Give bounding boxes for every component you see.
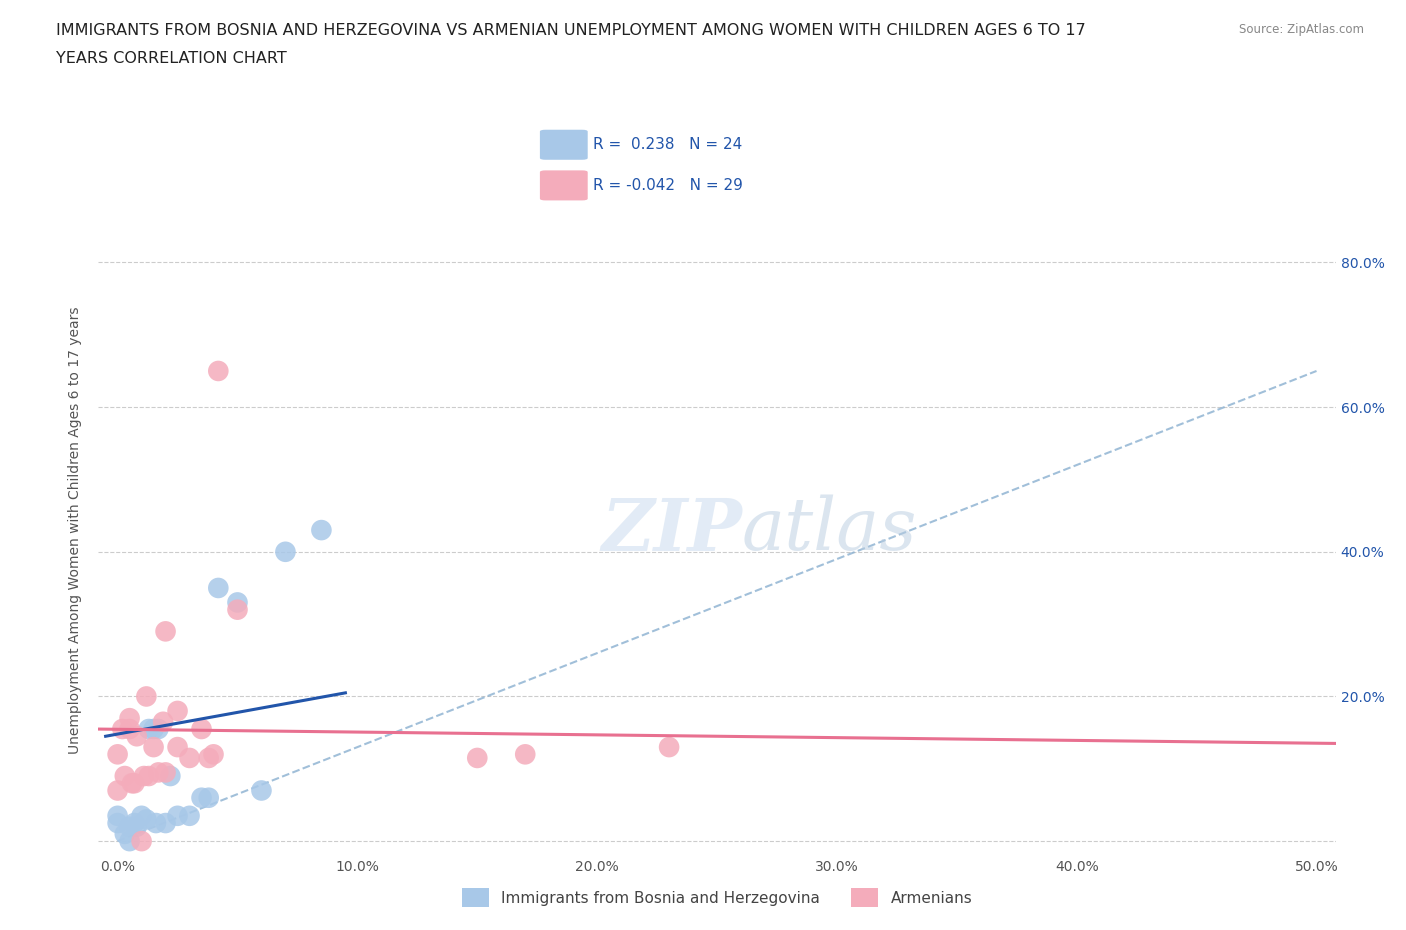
Point <box>107 747 129 762</box>
Point <box>118 833 141 848</box>
Point <box>148 722 170 737</box>
Point <box>142 722 165 737</box>
Point <box>145 816 167 830</box>
Point <box>515 747 537 762</box>
Text: YEARS CORRELATION CHART: YEARS CORRELATION CHART <box>56 51 287 66</box>
Point <box>155 624 177 639</box>
Point <box>190 790 212 805</box>
Legend: Immigrants from Bosnia and Herzegovina, Armenians: Immigrants from Bosnia and Herzegovina, … <box>456 883 979 913</box>
FancyBboxPatch shape <box>540 130 588 160</box>
Point <box>197 751 219 765</box>
Point <box>152 714 174 729</box>
Text: R =  0.238   N = 24: R = 0.238 N = 24 <box>593 138 742 153</box>
Text: Source: ZipAtlas.com: Source: ZipAtlas.com <box>1239 23 1364 36</box>
Point <box>207 580 229 595</box>
Point <box>118 819 141 834</box>
Point <box>124 776 146 790</box>
Point <box>179 751 201 765</box>
Y-axis label: Unemployment Among Women with Children Ages 6 to 17 years: Unemployment Among Women with Children A… <box>69 306 83 754</box>
Point <box>197 790 219 805</box>
Point <box>138 768 160 783</box>
Point <box>226 603 249 618</box>
Point <box>465 751 488 765</box>
Text: IMMIGRANTS FROM BOSNIA AND HERZEGOVINA VS ARMENIAN UNEMPLOYMENT AMONG WOMEN WITH: IMMIGRANTS FROM BOSNIA AND HERZEGOVINA V… <box>56 23 1085 38</box>
Point <box>166 703 188 718</box>
Point <box>190 722 212 737</box>
Point <box>159 768 181 783</box>
Point <box>142 739 165 754</box>
Text: ZIP: ZIP <box>600 495 742 565</box>
Point <box>202 747 225 762</box>
Point <box>138 722 160 737</box>
Point <box>111 722 134 737</box>
Point <box>135 812 157 827</box>
Point <box>114 768 136 783</box>
Point <box>179 808 201 823</box>
Point <box>118 722 141 737</box>
Point <box>114 827 136 842</box>
Point <box>132 768 155 783</box>
Point <box>166 739 188 754</box>
Point <box>125 819 148 834</box>
Point <box>658 739 681 754</box>
Text: atlas: atlas <box>742 495 917 565</box>
Point <box>250 783 273 798</box>
Point <box>131 833 153 848</box>
Point <box>125 729 148 744</box>
Point <box>155 816 177 830</box>
Point <box>131 808 153 823</box>
Point <box>274 544 297 559</box>
Point <box>166 808 188 823</box>
Point <box>207 364 229 379</box>
Text: R = -0.042   N = 29: R = -0.042 N = 29 <box>593 178 744 193</box>
Point <box>135 689 157 704</box>
Point <box>121 776 143 790</box>
Point <box>124 816 146 830</box>
FancyBboxPatch shape <box>540 170 588 201</box>
Point <box>107 808 129 823</box>
Point <box>226 595 249 610</box>
Point <box>311 523 333 538</box>
Point <box>107 816 129 830</box>
Point <box>155 765 177 780</box>
Point <box>118 711 141 725</box>
Point <box>107 783 129 798</box>
Point <box>148 765 170 780</box>
